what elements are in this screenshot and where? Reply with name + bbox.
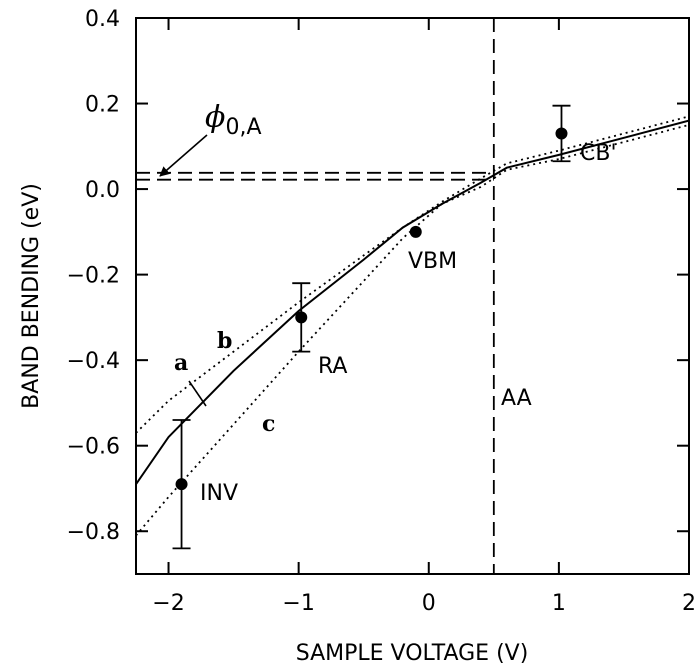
axis-tick-labels: −2 −1 0 1 2 0.4 0.2 0.0 −0.2 −0.4 −0.6 −0.8 — [67, 7, 696, 616]
annotation-ra: RA — [318, 354, 347, 379]
y-tick-label: −0.2 — [67, 264, 120, 289]
data-point-cb — [555, 127, 568, 140]
curve-b — [136, 115, 689, 434]
curve-label-c: c — [262, 411, 275, 437]
curve-label-b: b — [217, 328, 232, 354]
data-point-ra — [295, 311, 308, 324]
curve-series — [136, 115, 689, 537]
plot-frame — [135, 17, 690, 575]
x-tick-label: 1 — [552, 591, 566, 616]
curve-label-a-leader — [188, 380, 207, 407]
annotation-cb: CB' — [580, 141, 617, 166]
x-axis-title: SAMPLE VOLTAGE (V) — [296, 641, 529, 666]
y-tick-label: −0.8 — [67, 520, 120, 545]
y-tick-label: 0.0 — [85, 178, 120, 203]
x-tick-label: −2 — [152, 591, 184, 616]
data-point-vbm — [409, 225, 422, 238]
curve-a — [136, 119, 689, 485]
x-tick-label: −1 — [282, 591, 314, 616]
reference-lines — [136, 18, 495, 574]
y-tick-label: 0.4 — [85, 7, 120, 32]
annotation-aa: AA — [501, 386, 532, 411]
x-tick-label: 0 — [422, 591, 436, 616]
phi-arrow — [159, 134, 208, 177]
measured-points — [172, 104, 571, 550]
y-tick-label: 0.2 — [85, 93, 120, 118]
curve-label-a: a — [174, 350, 188, 376]
data-point-inv — [175, 478, 188, 491]
annotation-inv: INV — [200, 481, 238, 506]
y-tick-label: −0.6 — [67, 435, 120, 460]
y-axis-title: BAND BENDING (eV) — [19, 183, 44, 409]
y-tick-label: −0.4 — [67, 349, 120, 374]
annotation-vbm: VBM — [408, 249, 457, 274]
phi-label: ϕ0,A — [205, 100, 262, 140]
curve-c — [136, 124, 689, 537]
x-tick-label: 2 — [682, 591, 696, 616]
